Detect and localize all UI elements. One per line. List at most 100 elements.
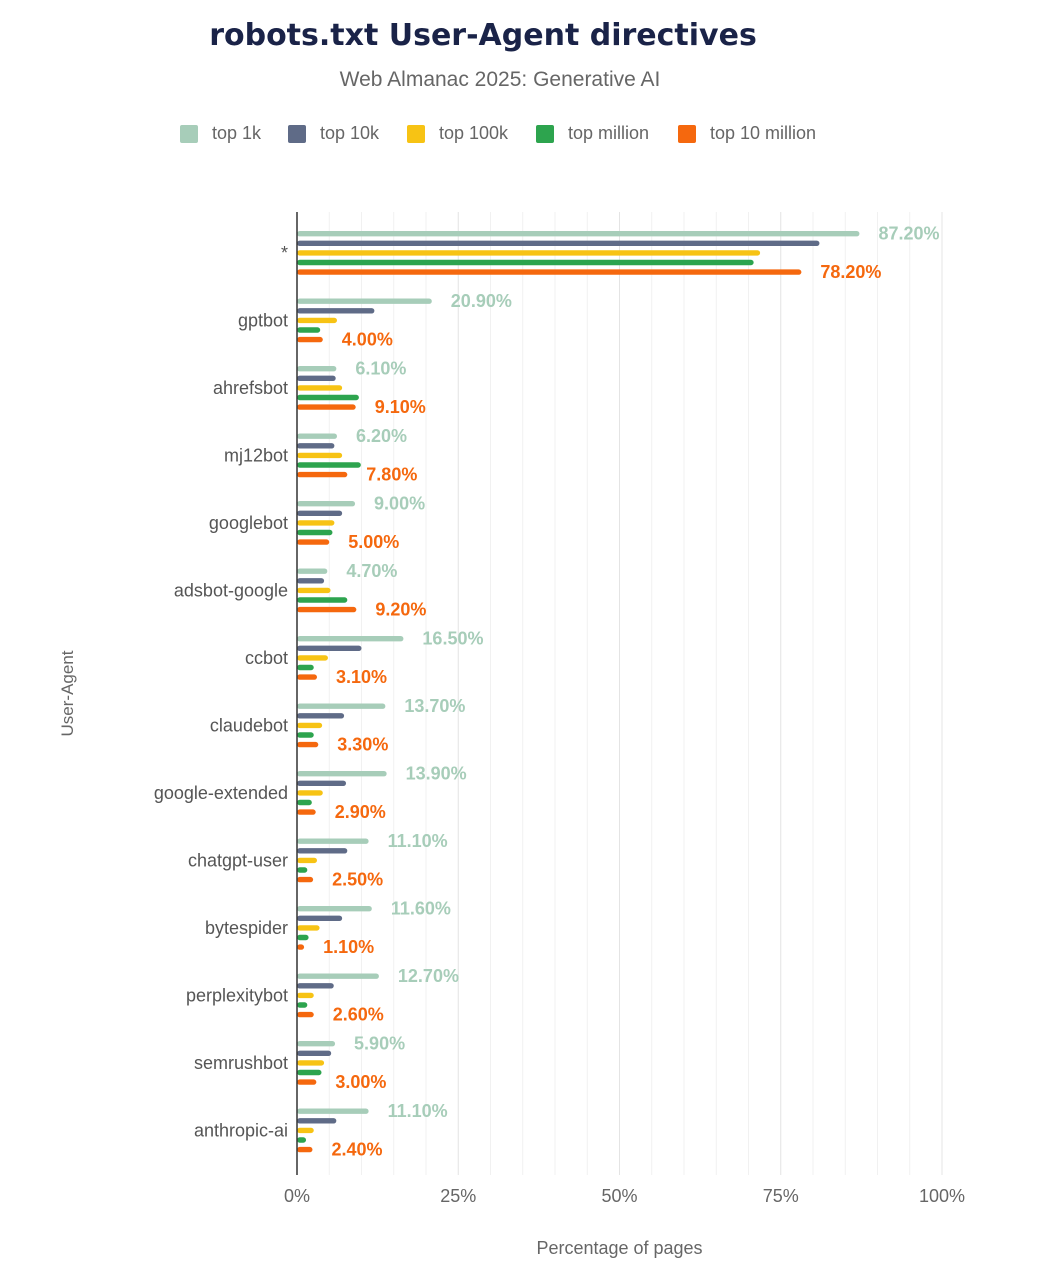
data-label: 1.10% — [323, 937, 374, 957]
bar — [297, 404, 356, 410]
bar — [297, 250, 761, 256]
bar — [297, 1050, 332, 1056]
data-label: 5.90% — [354, 1034, 405, 1054]
bar — [297, 915, 343, 921]
data-label: 3.30% — [337, 735, 388, 755]
bar — [297, 462, 361, 468]
bar — [297, 799, 312, 806]
data-label: 11.10% — [388, 831, 448, 851]
bar — [297, 443, 335, 449]
bar — [297, 1002, 308, 1008]
data-label: 3.00% — [335, 1072, 386, 1092]
data-label: 2.50% — [332, 870, 383, 890]
data-label: 6.10% — [355, 359, 406, 379]
x-tick-label: 0% — [284, 1186, 310, 1206]
data-label: 2.60% — [333, 1005, 384, 1025]
bar — [297, 375, 336, 381]
data-label: 2.40% — [331, 1140, 382, 1160]
bar — [297, 1127, 314, 1134]
bar — [297, 1146, 313, 1153]
bar — [297, 780, 347, 786]
bar — [297, 240, 820, 246]
category-labels: * gptbot ahrefsbot mj12bot googlebot adsbot-g… — [154, 243, 288, 1141]
bar — [297, 471, 348, 478]
bar — [297, 867, 308, 873]
bar — [297, 992, 314, 999]
data-label: 87.20% — [878, 224, 939, 244]
bar — [297, 336, 323, 343]
legend-label: top million — [568, 123, 650, 143]
bar — [297, 1060, 325, 1066]
bar — [297, 722, 323, 729]
bar — [297, 394, 359, 401]
data-label: 5.00% — [348, 532, 399, 552]
bar — [297, 636, 404, 642]
category-label: google-extended — [154, 783, 288, 803]
bar — [297, 529, 333, 536]
bar — [297, 269, 802, 275]
bar — [297, 520, 335, 526]
bar — [297, 1041, 336, 1047]
gridlines — [328, 212, 943, 1175]
bar — [297, 1069, 322, 1076]
data-label: 13.90% — [406, 764, 467, 784]
bar — [297, 366, 337, 372]
bar — [297, 298, 432, 304]
data-labels: 87.20% 20.90% 6.10% 6.20% 9.00% 4.70% 16.50% 13… — [323, 224, 939, 1160]
bar — [297, 790, 323, 796]
legend-swatch — [407, 125, 425, 143]
x-tick-labels: 0% 25% 50% 75% 100% — [284, 1186, 965, 1206]
data-label: 13.70% — [404, 696, 465, 716]
bar — [297, 578, 325, 584]
bar — [297, 385, 343, 391]
y-axis-title: User-Agent — [58, 650, 77, 736]
bar — [297, 876, 314, 883]
legend-swatch — [536, 125, 554, 143]
bar — [297, 674, 317, 680]
bar — [297, 1108, 369, 1114]
bar — [297, 597, 348, 603]
data-label: 11.10% — [388, 1101, 448, 1121]
category-label: ccbot — [245, 648, 288, 668]
x-tick-label: 50% — [601, 1186, 637, 1206]
category-label: bytespider — [205, 918, 288, 938]
bar — [297, 944, 305, 950]
bar — [297, 664, 314, 671]
legend-swatch — [180, 125, 198, 143]
data-label: 16.50% — [422, 629, 483, 649]
data-label: 7.80% — [366, 465, 417, 485]
bar — [297, 452, 343, 459]
data-label: 9.10% — [375, 397, 426, 417]
category-label: * — [281, 243, 288, 263]
legend-swatch — [288, 125, 306, 143]
bar — [297, 983, 334, 989]
category-label: chatgpt-user — [188, 850, 288, 870]
bar — [297, 231, 860, 237]
bar — [297, 973, 379, 979]
bar — [297, 703, 386, 709]
chart-subtitle: Web Almanac 2025: Generative AI — [339, 68, 661, 91]
category-label: adsbot-google — [174, 580, 288, 600]
bar — [297, 934, 309, 941]
bar — [297, 510, 343, 516]
data-label: 12.70% — [398, 966, 459, 986]
bar — [297, 732, 314, 738]
data-label: 3.10% — [336, 667, 387, 687]
bar — [297, 838, 369, 844]
category-label: claudebot — [210, 715, 288, 735]
category-label: mj12bot — [224, 445, 288, 465]
bar — [297, 259, 754, 266]
bar — [297, 906, 372, 912]
bar — [297, 501, 356, 507]
chart-title: robots.txt User-Agent directives — [209, 18, 757, 53]
bar — [297, 308, 375, 314]
bar — [297, 741, 319, 748]
legend-label: top 1k — [212, 123, 262, 143]
category-label: semrushbot — [194, 1053, 288, 1073]
bar — [297, 645, 362, 651]
bar — [297, 327, 321, 333]
bar — [297, 1079, 317, 1085]
category-label: googlebot — [209, 513, 288, 533]
legend-label: top 100k — [439, 123, 509, 143]
